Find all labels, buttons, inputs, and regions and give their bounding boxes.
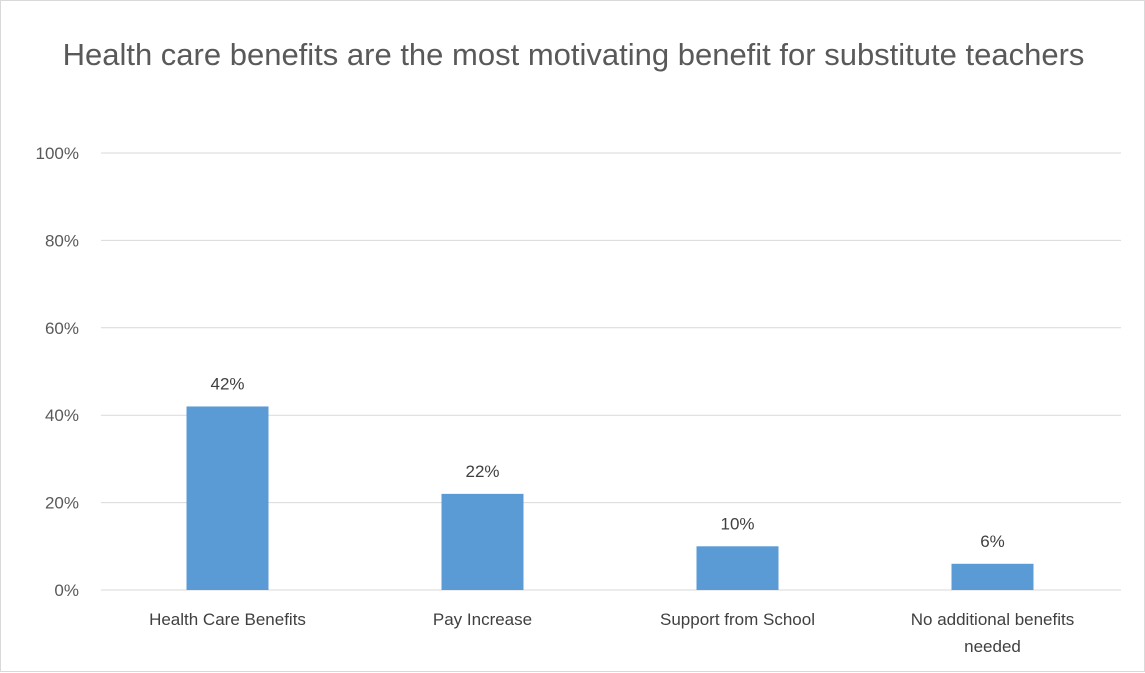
category-label: No additional benefits needed — [911, 610, 1075, 656]
data-label: 10% — [720, 514, 754, 533]
chart-title: Health care benefits are the most motiva… — [62, 37, 1085, 72]
category-label-line: No additional benefits — [911, 610, 1075, 629]
bar — [441, 493, 524, 590]
y-tick-label: 40% — [45, 406, 79, 425]
category-label: Support from School — [660, 610, 815, 629]
category-label: Pay Increase — [433, 610, 532, 629]
data-label: 6% — [980, 532, 1005, 551]
data-label: 22% — [465, 462, 499, 481]
y-tick-label: 80% — [45, 231, 79, 250]
category-label: Health Care Benefits — [149, 610, 306, 629]
category-label-line: needed — [964, 637, 1021, 656]
bar — [186, 406, 269, 590]
data-label: 42% — [210, 374, 244, 393]
bar — [696, 546, 779, 590]
y-tick-label: 20% — [45, 494, 79, 513]
y-tick-label: 60% — [45, 319, 79, 338]
category-label-line: Pay Increase — [433, 610, 532, 629]
bar — [951, 563, 1034, 590]
category-label-line: Health Care Benefits — [149, 610, 306, 629]
y-tick-label: 0% — [54, 581, 79, 600]
category-label-line: Support from School — [660, 610, 815, 629]
y-tick-label: 100% — [36, 144, 79, 163]
